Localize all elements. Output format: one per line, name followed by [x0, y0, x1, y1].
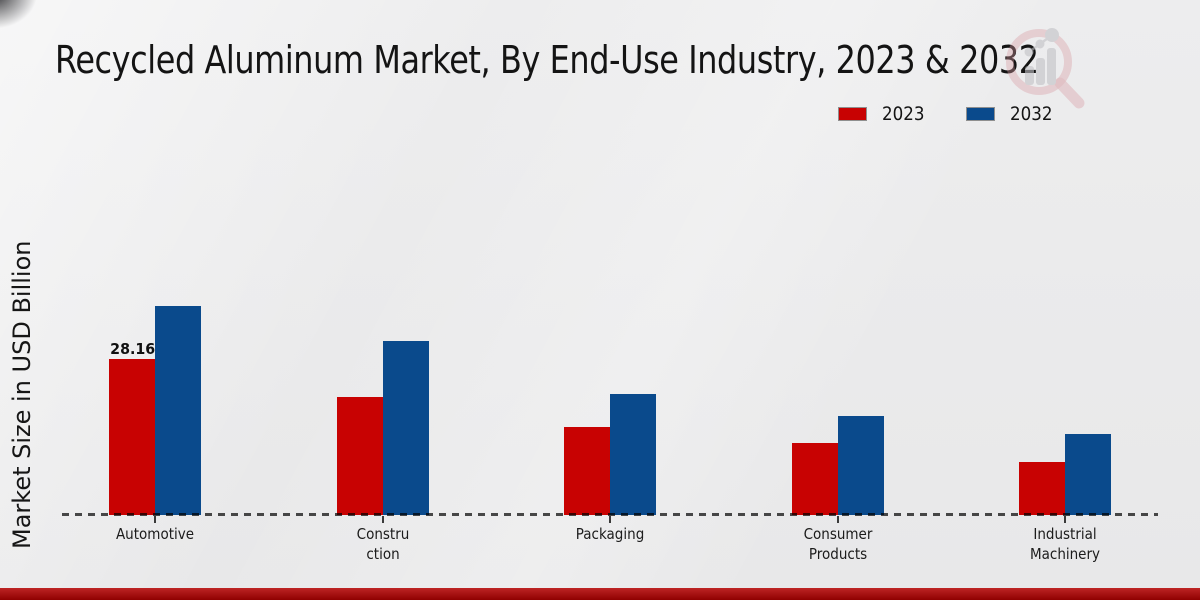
logo-lens-ring [1006, 29, 1072, 95]
legend-item-2023: 2023 [838, 103, 930, 125]
legend: 2023 2032 [838, 103, 1059, 125]
legend-label-2023: 2023 [882, 103, 925, 125]
legend-item-2032: 2032 [966, 103, 1058, 125]
x-axis-category-label-consumer-products: Consumer Products [803, 525, 873, 564]
bar-2032-automotive [155, 306, 201, 515]
bar-2023-industrial-machinery [1019, 462, 1065, 515]
footer-stripe [0, 588, 1200, 600]
bar-2023-construction [337, 397, 383, 515]
logo-bar-large [1047, 48, 1056, 85]
x-axis-tick-construction [382, 516, 384, 523]
bar-2032-construction [383, 341, 429, 515]
logo-bar-medium [1036, 58, 1045, 85]
legend-swatch-2032 [966, 107, 996, 121]
bar-value-label: 28.16 [110, 340, 156, 358]
x-axis-category-label-packaging: Packaging [575, 525, 645, 543]
chart-title: Recycled Aluminum Market, By End-Use Ind… [55, 38, 1039, 82]
logo-bar-small [1025, 66, 1034, 85]
bar-2023-consumer-products [792, 443, 838, 515]
x-axis-tick-industrial-machinery [1064, 516, 1066, 523]
bar-2032-industrial-machinery [1065, 434, 1111, 515]
bar-2032-consumer-products [838, 416, 884, 515]
x-axis-category-label-industrial-machinery: Industrial Machinery [1029, 525, 1101, 564]
x-axis-category-label-automotive: Automotive [115, 525, 195, 543]
logo-trend-dot-1 [1024, 47, 1034, 57]
legend-swatch-2023 [838, 107, 867, 121]
x-axis-baseline [62, 513, 1158, 516]
bar-2032-packaging [610, 394, 656, 515]
x-axis-tick-packaging [609, 516, 611, 523]
logo-trend-dot-3 [1045, 28, 1059, 42]
market-research-magnifier-logo [1006, 28, 1085, 109]
x-axis-category-label-construction: Constru ction [356, 525, 410, 564]
x-axis-tick-automotive [154, 516, 156, 523]
legend-label-2032: 2032 [1010, 103, 1053, 125]
bar-2023-packaging [564, 427, 610, 515]
x-axis-tick-consumer-products [837, 516, 839, 523]
logo-trend-dot-2 [1035, 39, 1045, 49]
logo-handle [1054, 77, 1085, 109]
bar-2023-automotive [109, 359, 155, 515]
